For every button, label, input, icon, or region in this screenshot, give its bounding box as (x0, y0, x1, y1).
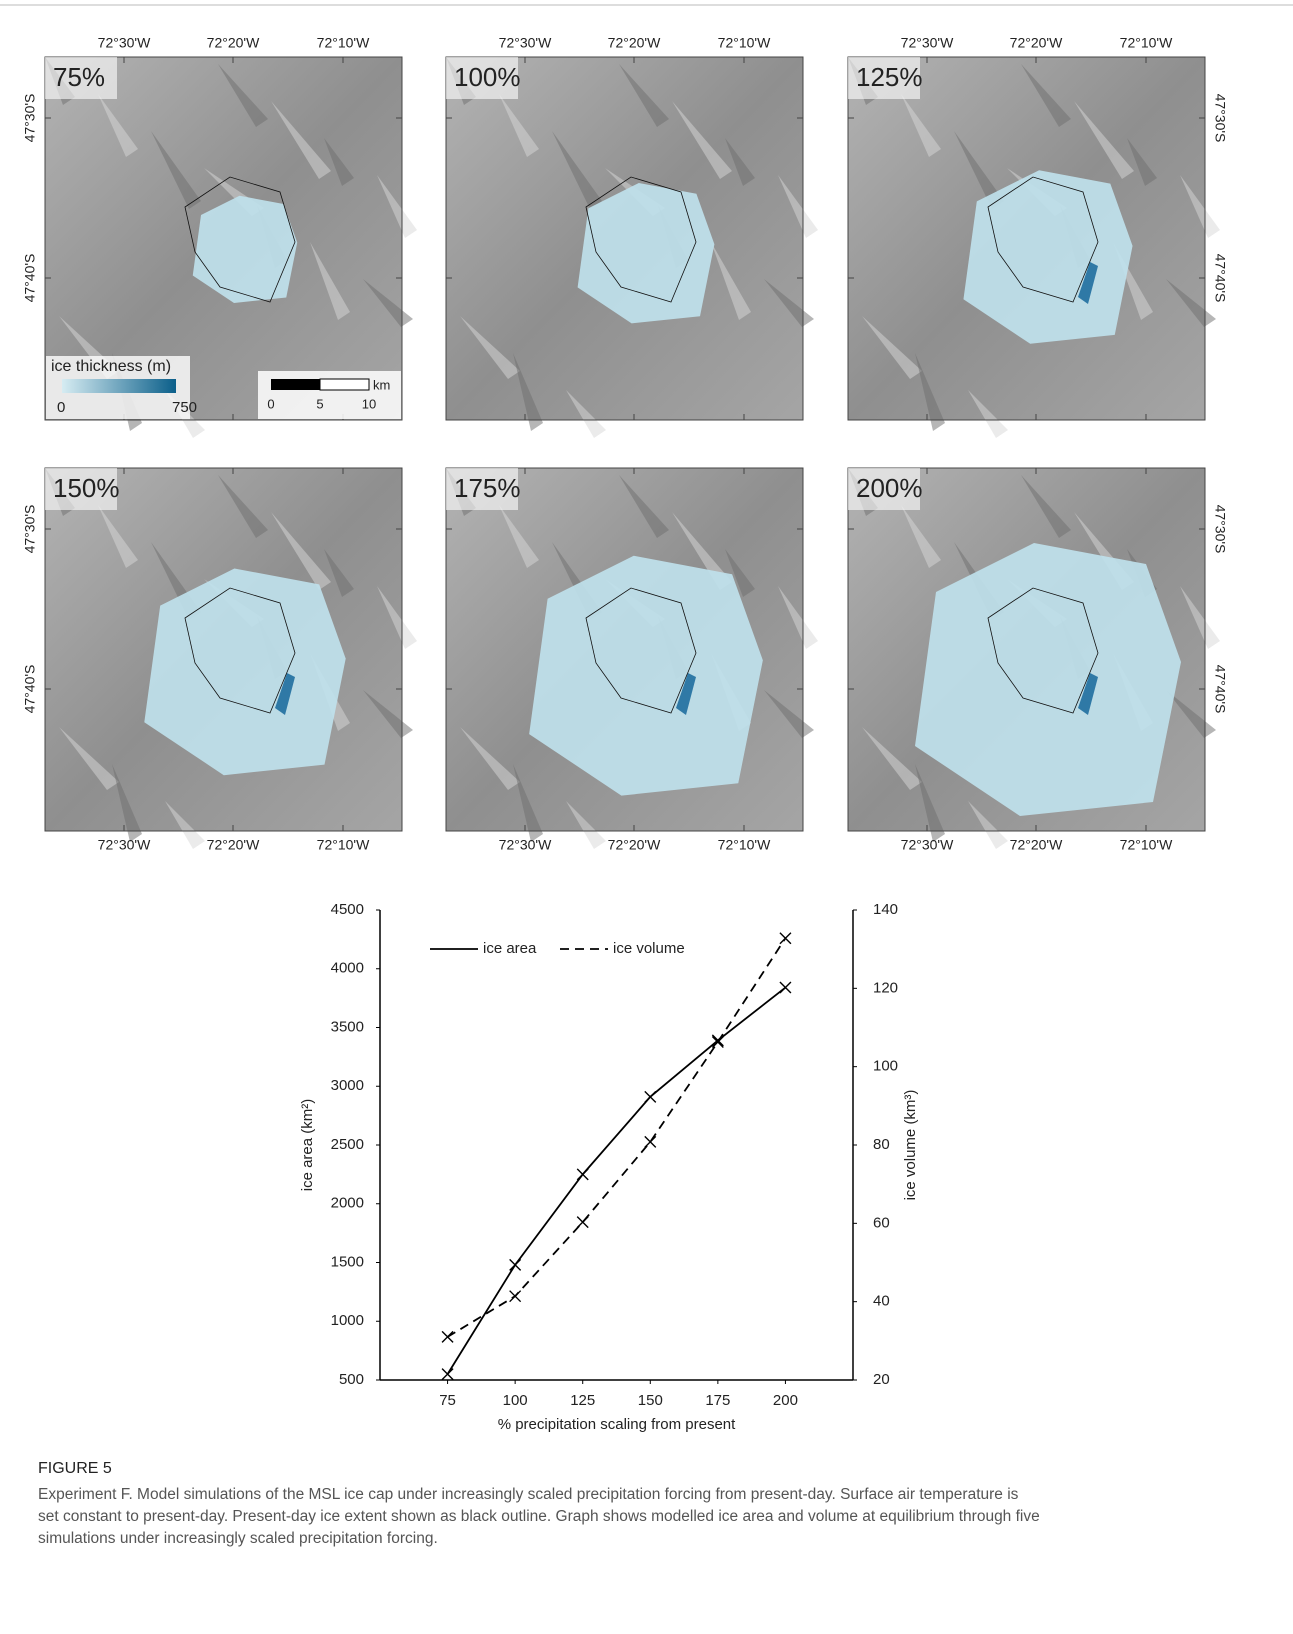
map-panel: 175% 72°30'W 72°20'W 72°10'W (446, 468, 818, 853)
panel-label: 75% (53, 62, 105, 92)
y-tick-label: 500 (339, 1371, 364, 1388)
point-marker (645, 1091, 656, 1102)
map-panel: 150% 72°30'W 72°20'W 72°10'W 47°30'S 47°40'S (22, 468, 417, 853)
x-tick-label: 100 (503, 1392, 528, 1409)
legend-ramp (62, 379, 176, 393)
lon-label: 72°10'W (718, 837, 771, 853)
caption-label: FIGURE 5 (38, 1460, 112, 1477)
lon-label: 72°30'W (901, 35, 954, 51)
y-tick-label: 3000 (331, 1077, 364, 1094)
x-tick-label: 175 (705, 1392, 730, 1409)
scalebar-tick: 10 (362, 396, 376, 411)
scalebar-white (320, 379, 369, 390)
lon-label: 72°10'W (1120, 35, 1173, 51)
point-marker (645, 1136, 656, 1147)
legend-label: ice volume (613, 940, 685, 957)
y2-tick-label: 60 (873, 1214, 890, 1231)
scalebar-tick: 5 (316, 396, 323, 411)
lat-label: 47°40'S (1212, 254, 1228, 303)
lon-label: 72°10'W (317, 35, 370, 51)
lat-label: 47°30'S (22, 505, 38, 554)
figure: 75% 72°30'W 72°20'W 72°10'W 47°30'S 47°40'S 10… (0, 0, 1293, 1634)
map-panel: 100% 72°30'W 72°20'W 72°10'W (446, 35, 818, 438)
x-tick-label: 200 (773, 1392, 798, 1409)
caption-line: Experiment F. Model simulations of the M… (38, 1486, 1019, 1503)
scalebar-tick: 0 (267, 396, 274, 411)
panel-label: 150% (53, 473, 120, 503)
lon-label: 72°20'W (207, 35, 260, 51)
point-marker (442, 1369, 453, 1380)
lon-label: 72°20'W (207, 837, 260, 853)
panel-label: 125% (856, 62, 923, 92)
x-tick-label: 75 (439, 1392, 456, 1409)
legend-min: 0 (57, 399, 65, 416)
map-panel: 125% 72°30'W 72°20'W 72°10'W 47°30'S 47°40'S (848, 35, 1228, 438)
scalebar-black (271, 379, 320, 390)
lon-label: 72°20'W (608, 35, 661, 51)
lon-label: 72°10'W (317, 837, 370, 853)
y2-tick-label: 100 (873, 1058, 898, 1075)
lat-label: 47°30'S (1212, 94, 1228, 143)
lon-label: 72°10'W (1120, 837, 1173, 853)
lat-label: 47°30'S (22, 94, 38, 143)
y2-tick-label: 40 (873, 1293, 890, 1310)
lat-label: 47°40'S (22, 254, 38, 303)
lon-label: 72°20'W (1010, 35, 1063, 51)
x-tick-label: 150 (638, 1392, 663, 1409)
y2-tick-label: 80 (873, 1136, 890, 1153)
series-line (448, 938, 786, 1337)
point-marker (712, 1036, 723, 1047)
caption-line: set constant to present-day. Present-day… (38, 1508, 1040, 1525)
y-tick-label: 2000 (331, 1195, 364, 1212)
caption-line: simulations under increasingly scaled pr… (38, 1530, 438, 1547)
lon-label: 72°20'W (608, 837, 661, 853)
y-tick-label: 1500 (331, 1253, 364, 1270)
lon-label: 72°30'W (98, 837, 151, 853)
point-marker (510, 1291, 521, 1302)
y2-tick-label: 140 (873, 901, 898, 918)
y2-tick-label: 20 (873, 1371, 890, 1388)
legend-label: ice area (483, 940, 537, 957)
lat-label: 47°40'S (22, 665, 38, 714)
lon-label: 72°30'W (901, 837, 954, 853)
lon-label: 72°10'W (718, 35, 771, 51)
y-tick-label: 2500 (331, 1136, 364, 1153)
legend-max: 750 (172, 399, 197, 416)
panel-label: 100% (454, 62, 521, 92)
scalebar-unit: km (373, 377, 390, 392)
point-marker (510, 1259, 521, 1270)
point-marker (577, 1217, 588, 1228)
y-tick-label: 3500 (331, 1018, 364, 1035)
lat-label: 47°40'S (1212, 665, 1228, 714)
y2-axis-label: ice volume (km³) (902, 1090, 919, 1201)
x-axis-label: % precipitation scaling from present (498, 1416, 736, 1433)
map-panel: 200% 72°30'W 72°20'W 72°10'W 47°30'S 47°40'S (848, 468, 1228, 853)
lon-label: 72°30'W (499, 35, 552, 51)
lat-label: 47°30'S (1212, 505, 1228, 554)
point-marker (442, 1331, 453, 1342)
y-tick-label: 4000 (331, 960, 364, 977)
panel-label: 200% (856, 473, 923, 503)
y-tick-label: 4500 (331, 901, 364, 918)
point-marker (780, 933, 791, 944)
legend-title: ice thickness (m) (51, 358, 171, 375)
y-axis-label: ice area (km²) (299, 1099, 316, 1192)
y2-tick-label: 120 (873, 979, 898, 996)
x-tick-label: 125 (570, 1392, 595, 1409)
panel-label: 175% (454, 473, 521, 503)
lon-label: 72°20'W (1010, 837, 1063, 853)
point-marker (577, 1169, 588, 1180)
lon-label: 72°30'W (98, 35, 151, 51)
y-tick-label: 1000 (331, 1312, 364, 1329)
point-marker (780, 982, 791, 993)
lon-label: 72°30'W (499, 837, 552, 853)
